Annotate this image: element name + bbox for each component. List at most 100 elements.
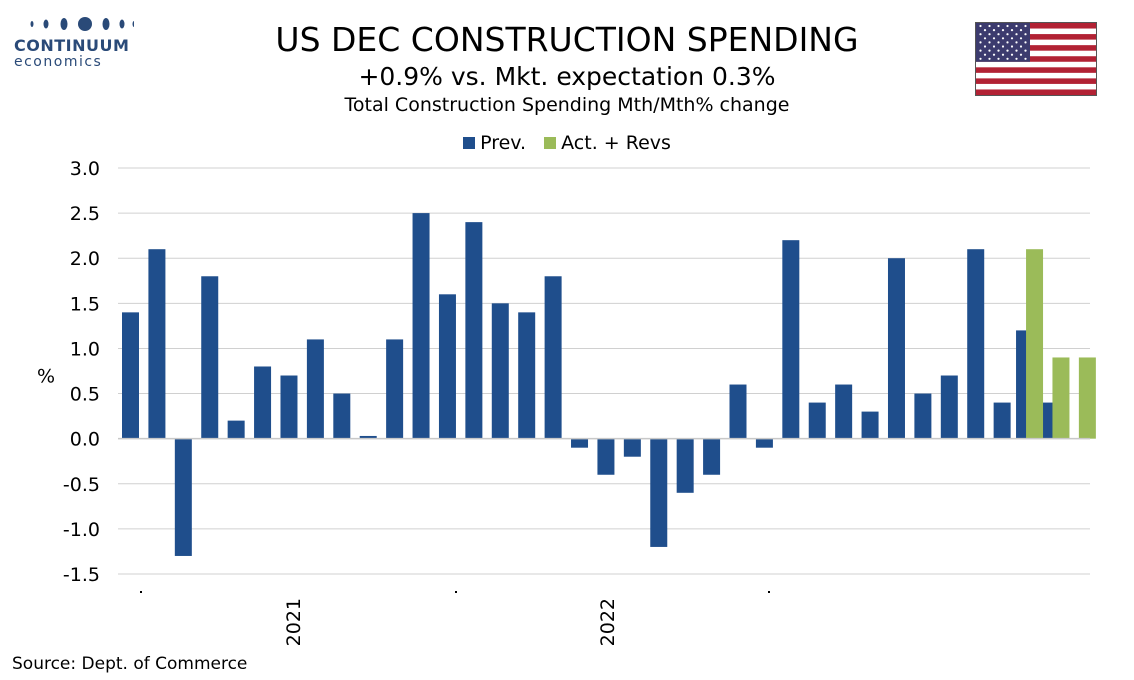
y-tick-label: 0.5 [70,384,100,406]
bar-prev [808,402,826,439]
flag-star [1001,53,1005,56]
flag-star [1019,53,1023,56]
bar-prev [122,312,139,439]
bar-prev [571,438,589,448]
flag-star [1015,33,1018,36]
us-flag-icon [975,22,1097,96]
logo: CONTINUUM economics [14,14,136,70]
chart-title: US DEC CONSTRUCTION SPENDING [275,20,859,59]
flag-star [1024,33,1027,36]
bar-prev [703,438,721,475]
flag-star [983,45,987,48]
bar-prev [412,213,430,439]
chart-subtitle: +0.9% vs. Mkt. expectation 0.3% [358,62,776,91]
y-tick-label: 2.0 [70,248,100,270]
x-tick-mark [768,591,770,593]
flag-star [979,57,982,60]
flag-star [988,41,991,44]
flag-star [1010,37,1014,40]
legend-swatch-prev [463,137,476,149]
logo-brand-sub: economics [14,54,103,70]
y-tick-label: 1.0 [70,338,100,360]
x-tick-label: 2022 [597,598,619,646]
flag-star [1024,24,1027,28]
bar-prev [782,240,800,439]
bar-prev [729,384,747,439]
bar-prev [518,312,536,439]
bar-prev [993,402,1011,439]
bar-prev [227,420,245,439]
flag-star [997,33,1000,36]
legend-swatch-act [544,137,557,149]
flag-star [992,45,996,48]
flag-star [1010,45,1014,48]
flag-star [992,29,996,32]
flag-star [1001,29,1005,32]
bar-prev [333,393,351,439]
flag-star [1001,45,1005,48]
bar-prev [465,222,483,439]
bar-prev [359,435,377,439]
bar-prev [914,393,932,439]
bar-prev [201,276,219,439]
flag-star [979,24,982,28]
flag-star [997,57,1000,60]
y-axis-label: % [37,366,55,388]
flag-star [1015,57,1018,60]
bar-act [1052,357,1070,439]
legend-label-act: Act. + Revs [561,132,671,154]
flag-star [1024,49,1027,52]
y-tick-label: 2.5 [70,203,100,225]
flag-star [1006,41,1009,44]
flag-star [1010,53,1014,56]
legend-label-prev: Prev. [480,132,527,154]
bar-prev [254,366,272,439]
y-tick-label: -0.5 [63,474,100,496]
flag-star [1015,49,1018,52]
flag-star [1006,49,1009,52]
bar-prev [676,438,694,493]
bar-prev [280,375,298,439]
bar-prev [835,384,853,439]
flag-star [1019,29,1023,32]
bar-prev [306,339,324,439]
flag-star [983,53,987,56]
flag-star [992,37,996,40]
flag-star [1010,29,1014,32]
flag-star [1006,57,1009,60]
bar-prev [386,339,404,439]
flag-star [1024,57,1027,60]
flag-star [979,49,982,52]
y-tick-label: 1.5 [70,293,100,315]
y-tick-label: 0.0 [70,429,100,451]
flag-star [988,49,991,52]
flag-star [1015,41,1018,44]
source-note: Source: Dept. of Commerce [12,654,248,674]
flag-star [988,33,991,36]
flag-star [1024,41,1027,44]
bar-prev [861,411,879,439]
bar-prev [887,258,905,439]
legend-item-prev: Prev. [463,132,526,154]
flag-star [988,24,991,28]
flag-star [979,33,982,36]
flag-star [997,24,1000,28]
us-flag-graphic [976,23,1096,95]
flag-star [1019,37,1023,40]
legend: Prev. Act. + Revs [0,132,1134,154]
flag-star [1006,24,1009,28]
flag-star [988,57,991,60]
y-tick-label: 3.0 [70,158,100,180]
bar-prev [148,249,166,439]
flag-star [1019,45,1023,48]
logo-brand: CONTINUUM [14,36,130,55]
bar-prev [967,249,985,439]
flag-star [1015,24,1018,28]
bar-prev [597,438,615,475]
legend-item-act: Act. + Revs [544,132,671,154]
bar-prev [174,438,192,556]
bar-prev [438,294,456,439]
bar-prev [544,276,562,439]
x-tick-label: 2021 [283,598,305,646]
